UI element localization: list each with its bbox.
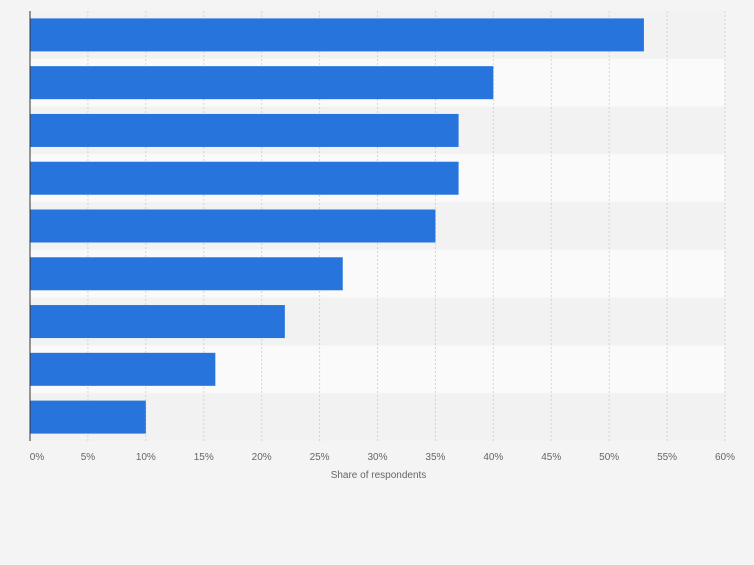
bars xyxy=(30,18,644,434)
bar xyxy=(30,209,436,243)
x-tick-label: 25% xyxy=(310,452,330,463)
x-tick-label: 15% xyxy=(194,452,214,463)
x-tick-label: 35% xyxy=(425,452,445,463)
bar xyxy=(30,113,459,147)
x-tick-label: 5% xyxy=(81,452,96,463)
x-axis-title: Share of respondents xyxy=(331,470,427,481)
x-tick-label: 0% xyxy=(30,452,45,463)
bar xyxy=(30,400,146,434)
bar xyxy=(30,66,494,100)
x-tick-label: 30% xyxy=(367,452,387,463)
bar xyxy=(30,305,285,339)
bar xyxy=(30,18,644,52)
x-tick-label: 20% xyxy=(252,452,272,463)
x-tick-label: 10% xyxy=(136,452,156,463)
x-tick-label: 55% xyxy=(657,452,677,463)
x-tick-label: 40% xyxy=(483,452,503,463)
bar xyxy=(30,257,343,291)
bar xyxy=(30,352,216,386)
bar xyxy=(30,161,459,195)
x-tick-label: 45% xyxy=(541,452,561,463)
x-tick-label: 50% xyxy=(599,452,619,463)
x-tick-label: 60% xyxy=(715,452,735,463)
x-axis-ticks: 0% 5% 10% 15% 20% 25% 30% 35% 40% 45% 50% 55% 60% xyxy=(30,452,735,463)
